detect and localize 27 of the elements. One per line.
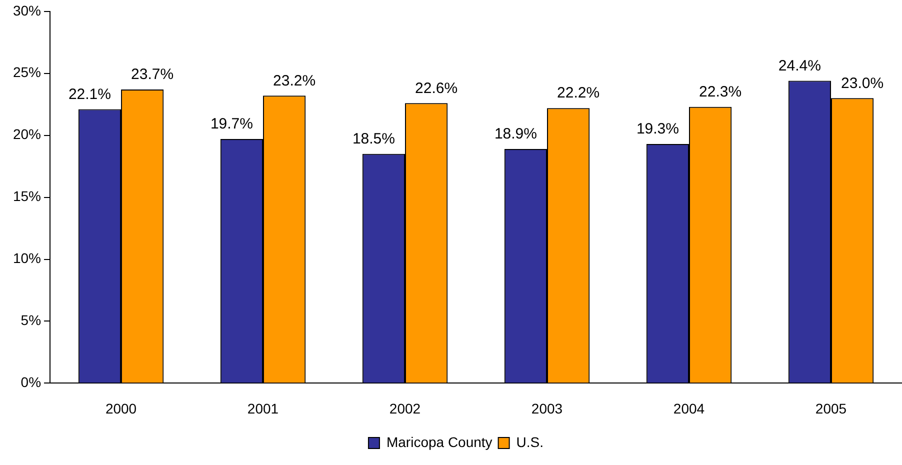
data-label: 23.2% — [273, 72, 316, 90]
data-label: 22.3% — [699, 83, 742, 100]
data-label: 24.4% — [778, 57, 821, 74]
x-tick-label: 2005 — [815, 400, 847, 416]
data-label: 22.1% — [68, 86, 111, 103]
data-label: 19.7% — [210, 116, 253, 133]
data-label: 23.0% — [841, 74, 884, 92]
x-tick-label: 2003 — [531, 400, 563, 416]
y-tick-label: 5% — [20, 312, 42, 328]
x-tick-label: 2001 — [247, 400, 279, 416]
y-tick-label: 10% — [12, 250, 42, 266]
y-tick-label: 0% — [20, 374, 42, 390]
data-label: 22.6% — [415, 80, 458, 97]
x-tick-label: 2000 — [105, 400, 137, 416]
data-label: 23.7% — [131, 66, 174, 84]
legend-label: U.S. — [516, 434, 544, 450]
y-tick-label: 30% — [12, 2, 42, 18]
y-tick-label: 15% — [12, 188, 42, 204]
y-tick-label: 25% — [12, 64, 42, 80]
legend-label: Maricopa County — [386, 434, 492, 450]
x-tick-label: 2002 — [389, 400, 421, 416]
data-label: 18.9% — [494, 126, 537, 143]
y-tick-label: 20% — [12, 126, 42, 142]
x-tick-label: 2004 — [673, 400, 705, 416]
data-label: 18.5% — [352, 130, 395, 148]
data-label: 22.2% — [557, 84, 600, 102]
data-label: 19.3% — [636, 120, 679, 138]
